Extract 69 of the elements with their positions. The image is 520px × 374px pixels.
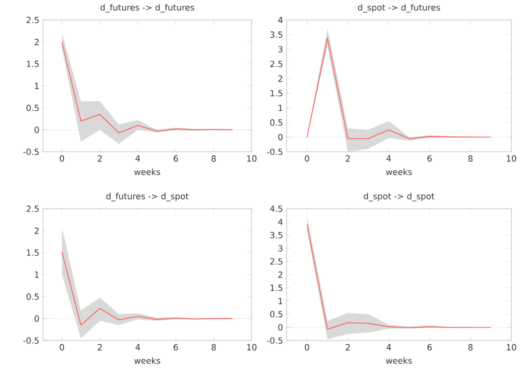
chart-title: d_spot -> d_spot (364, 192, 434, 201)
y-tick-label: 0 (278, 324, 283, 330)
y-tick-label: -0.5 (267, 148, 282, 155)
x-tick-label: 4 (386, 155, 391, 162)
x-tick-label: 0 (304, 344, 310, 350)
y-tick-label: 2 (278, 75, 282, 82)
y-tick-label: 0.5 (270, 119, 282, 126)
y-tick-label: -0.5 (23, 148, 39, 155)
y-tick-label: 4 (278, 218, 283, 225)
y-tick-label: 2.5 (270, 258, 282, 264)
y-tick-label: 0 (34, 315, 39, 322)
x-tick-label: 4 (136, 155, 140, 162)
chart-title: d_spot -> d_futures (358, 4, 440, 12)
y-tick-label: 2 (34, 38, 39, 45)
y-tick-label: 4.5 (270, 205, 282, 212)
x-tick-label: 4 (136, 344, 140, 350)
y-tick-label: 1 (278, 104, 282, 111)
x-tick-label: 8 (468, 155, 473, 162)
x-tick-label: 10 (506, 344, 516, 350)
y-tick-label: 3 (278, 46, 282, 52)
y-tick-label: 2.5 (26, 16, 39, 23)
y-tick-label: 0.5 (26, 104, 39, 111)
y-tick-label: 0.5 (26, 293, 39, 300)
y-tick-label: -0.5 (23, 337, 39, 344)
y-tick-label: 1.5 (26, 60, 39, 67)
x-tick-label: 2 (346, 155, 350, 162)
y-tick-label: 1 (34, 82, 39, 89)
x-axis-title: weeks (134, 357, 160, 364)
x-axis-title: weeks (386, 357, 412, 364)
y-tick-label: 3 (278, 244, 282, 252)
y-tick-label: 1.5 (26, 249, 39, 256)
line-series (62, 41, 234, 134)
y-tick-label: 1.5 (270, 284, 282, 291)
y-tick-label: 1 (34, 271, 39, 278)
x-tick-label: 6 (428, 344, 432, 350)
x-tick-label: 2 (346, 344, 350, 350)
x-tick-label: 6 (174, 344, 178, 350)
chart-title: d_futures -> d_spot (106, 192, 189, 201)
x-tick-label: 10 (247, 344, 256, 350)
y-tick-label: 0 (278, 134, 283, 140)
x-tick-label: 0 (60, 155, 64, 162)
x-tick-label: 8 (212, 155, 216, 162)
x-axis-title: weeks (386, 168, 412, 175)
x-tick-label: 8 (468, 344, 473, 350)
y-tick-label: -0.5 (267, 337, 282, 344)
line-series (62, 251, 234, 326)
x-tick-label: 6 (174, 155, 178, 162)
y-tick-label: 0.5 (270, 310, 282, 318)
x-tick-label: 0 (60, 344, 64, 350)
y-tick-label: 0 (34, 126, 39, 133)
y-tick-label: 1 (278, 298, 282, 304)
x-tick-label: 4 (386, 344, 391, 350)
x-tick-label: 2 (98, 155, 102, 162)
y-tick-label: 3.5 (270, 232, 282, 238)
y-tick-label: 4 (278, 16, 283, 23)
x-tick-label: 10 (247, 155, 256, 162)
y-tick-label: 2 (34, 227, 39, 234)
x-tick-label: 6 (428, 155, 432, 162)
x-tick-label: 0 (304, 155, 310, 162)
x-tick-label: 8 (212, 344, 216, 350)
y-tick-label: 3.5 (270, 31, 282, 38)
x-tick-label: 2 (98, 344, 102, 350)
y-tick-label: 2 (278, 271, 282, 278)
x-tick-label: 10 (506, 155, 516, 162)
y-tick-label: 2.5 (270, 60, 282, 67)
y-tick-label: 1.5 (270, 90, 282, 96)
y-tick-label: 2.5 (26, 205, 39, 212)
chart-title: d_futures -> d_futures (100, 4, 194, 12)
x-axis-title: weeks (134, 168, 160, 175)
